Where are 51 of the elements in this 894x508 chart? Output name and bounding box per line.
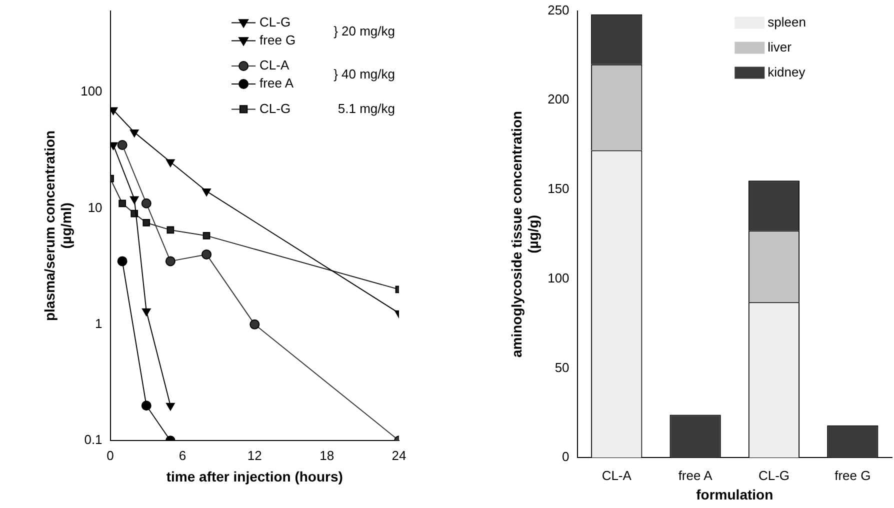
point [141, 198, 152, 208]
y-tick-label: 10 [88, 200, 102, 215]
point [165, 256, 176, 266]
x-tick-label: 0 [106, 448, 114, 463]
x-tick-label: 12 [247, 448, 262, 463]
y-tick-label: 50 [554, 360, 570, 375]
legend-label: free A [260, 76, 294, 91]
point [142, 219, 150, 226]
point [118, 200, 126, 208]
x-tick-label: free A [678, 468, 713, 483]
x-tick-label: CL-A [602, 468, 632, 483]
x-tick-label: CL-G [758, 468, 790, 483]
y-tick-label: 0.1 [84, 432, 102, 448]
x-tick-label: 18 [320, 448, 334, 463]
y-tick-label: 150 [548, 181, 570, 196]
point [142, 308, 151, 316]
legend-label: spleen [768, 14, 806, 30]
point [202, 249, 212, 260]
point [110, 107, 118, 116]
x-tick-label: free G [834, 468, 871, 483]
point [110, 142, 118, 150]
legend-label: CL-G [260, 100, 291, 116]
point [202, 232, 210, 240]
point [130, 196, 139, 204]
y-axis-title: aminoglycoside tissue concentration (µg/g) [508, 110, 542, 358]
point [202, 188, 211, 196]
annotation: 5.1 mg/kg [338, 100, 395, 116]
y-tick-label: 100 [80, 84, 102, 99]
y-tick-label: 1 [95, 316, 102, 331]
annotation: } 40 mg/kg [334, 66, 395, 82]
point [141, 400, 152, 411]
annotation: } 20 mg/kg [334, 23, 395, 38]
point [117, 140, 128, 150]
legend-label: CL-A [260, 58, 290, 73]
y-axis-title: plasma/serum concentration (µg/ml) [41, 130, 74, 322]
point [250, 319, 260, 330]
legend-label: CL-G [260, 14, 291, 30]
x-axis-title: formulation [696, 486, 774, 502]
point [130, 130, 139, 138]
y-tick-label: 200 [548, 92, 570, 107]
legend-label: kidney [768, 64, 806, 80]
y-tick-label: 100 [548, 270, 570, 286]
y-tick-label: 250 [548, 2, 570, 18]
x-axis-title: time after injection (hours) [166, 468, 343, 484]
point [117, 256, 128, 266]
point [166, 226, 174, 234]
legend-label: free G [260, 32, 296, 48]
x-tick-label: 24 [392, 448, 406, 463]
legend-label: liver [768, 39, 792, 54]
point [166, 159, 175, 167]
x-tick-label: 6 [178, 448, 186, 463]
